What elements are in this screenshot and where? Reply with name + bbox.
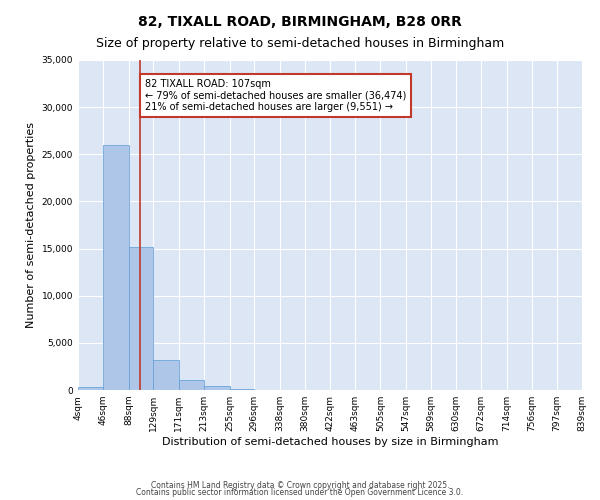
Bar (154, 360, 179, 390)
Text: Size of property relative to semi-detached houses in Birmingham: Size of property relative to semi-detach… (96, 38, 504, 51)
Bar (103, 145, 129, 390)
Y-axis label: Number of semi-detached properties: Number of semi-detached properties (26, 122, 36, 328)
Text: Contains HM Land Registry data © Crown copyright and database right 2025.: Contains HM Land Registry data © Crown c… (151, 480, 449, 490)
Text: Contains public sector information licensed under the Open Government Licence 3.: Contains public sector information licen… (136, 488, 464, 497)
Bar (204, 386, 230, 390)
Text: 82 TIXALL ROAD: 107sqm
← 79% of semi-detached houses are smaller (36,474)
21% of: 82 TIXALL ROAD: 107sqm ← 79% of semi-det… (145, 79, 406, 112)
Bar (78, 387, 103, 390)
Bar (230, 388, 254, 390)
X-axis label: Distribution of semi-detached houses by size in Birmingham: Distribution of semi-detached houses by … (162, 437, 498, 447)
Text: 82, TIXALL ROAD, BIRMINGHAM, B28 0RR: 82, TIXALL ROAD, BIRMINGHAM, B28 0RR (138, 15, 462, 29)
Bar (129, 246, 154, 390)
Bar (179, 380, 204, 390)
